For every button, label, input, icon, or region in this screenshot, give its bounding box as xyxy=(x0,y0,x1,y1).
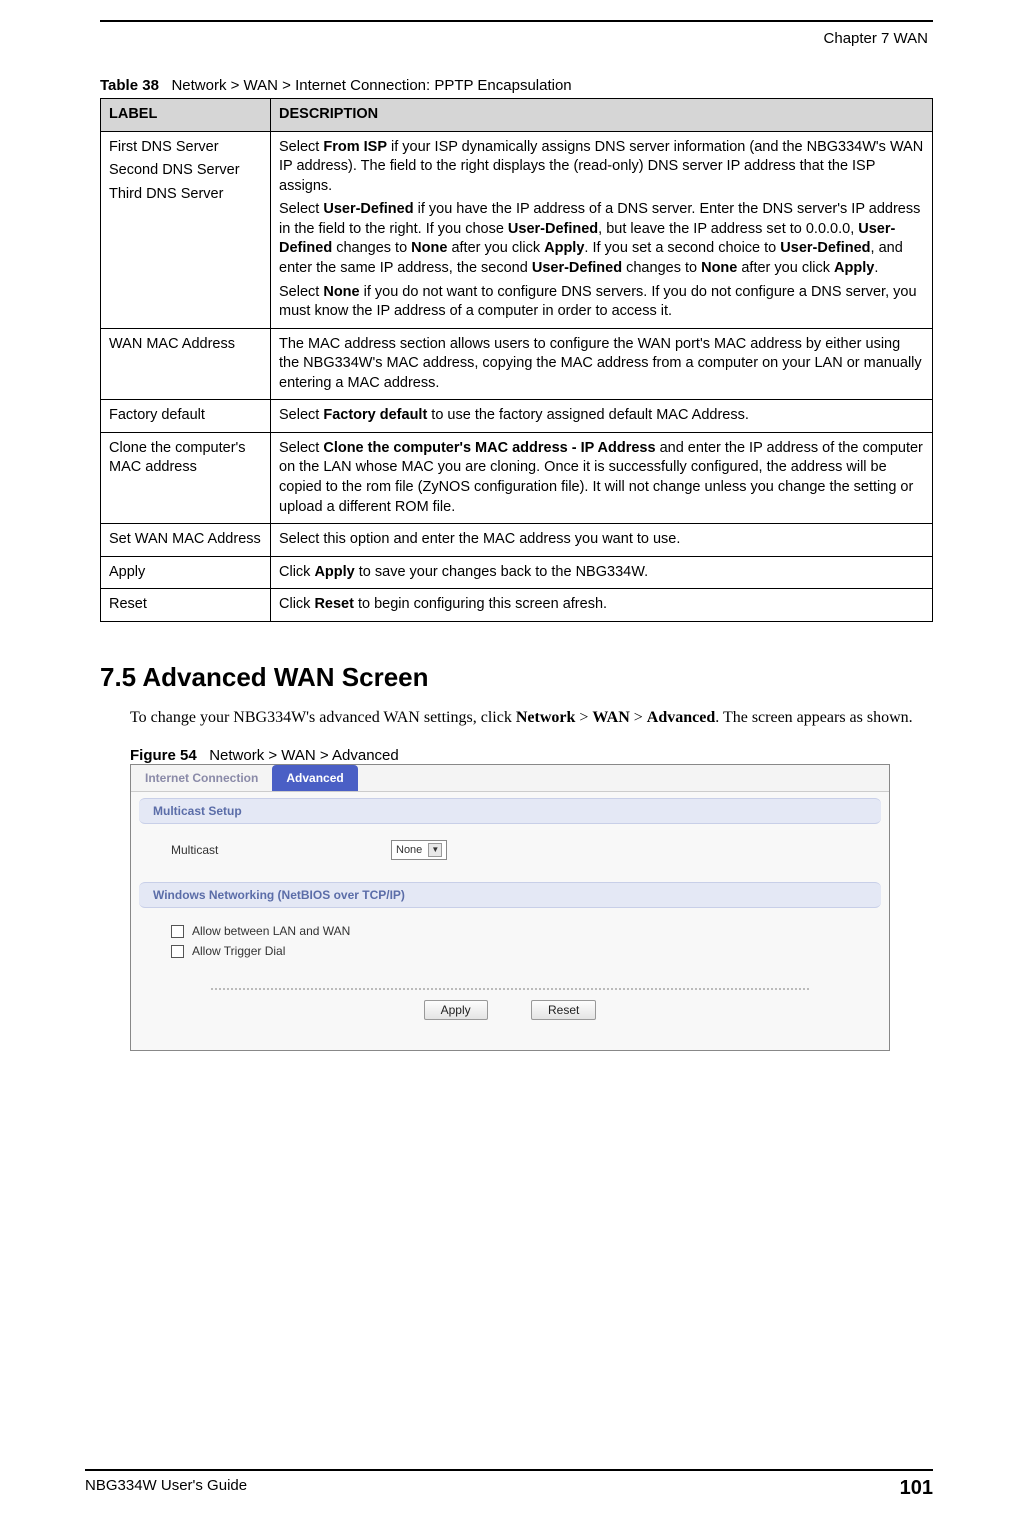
section-heading: 7.5 Advanced WAN Screen xyxy=(100,662,933,693)
checkbox-trigger-dial[interactable] xyxy=(171,945,184,958)
tab-advanced[interactable]: Advanced xyxy=(272,765,357,791)
screenshot-panel: Internet Connection Advanced Multicast S… xyxy=(130,764,890,1051)
table-row: Factory defaultSelect Factory default to… xyxy=(101,400,933,433)
cb-label-trigger-dial: Allow Trigger Dial xyxy=(192,944,285,958)
apply-button[interactable]: Apply xyxy=(424,1000,488,1020)
page-footer: NBG334W User's Guide 101 xyxy=(85,1469,933,1500)
multicast-select-value: None xyxy=(396,844,422,856)
multicast-label: Multicast xyxy=(171,843,391,857)
table-caption: Table 38 Network > WAN > Internet Connec… xyxy=(100,77,933,94)
table-row: ApplyClick Apply to save your changes ba… xyxy=(101,556,933,589)
table-row: First DNS ServerSecond DNS ServerThird D… xyxy=(101,131,933,328)
table-cell-label: First DNS ServerSecond DNS ServerThird D… xyxy=(101,131,271,328)
reset-button[interactable]: Reset xyxy=(531,1000,596,1020)
table-cell-label: Apply xyxy=(101,556,271,589)
table-row: WAN MAC AddressThe MAC address section a… xyxy=(101,328,933,400)
table-row: ResetClick Reset to begin configuring th… xyxy=(101,589,933,622)
footer-guide-name: NBG334W User's Guide xyxy=(85,1477,247,1500)
tab-bar: Internet Connection Advanced xyxy=(131,765,889,792)
table-cell-label: Clone the computer's MAC address xyxy=(101,432,271,523)
table-row: Set WAN MAC AddressSelect this option an… xyxy=(101,524,933,557)
multicast-row: Multicast None ▼ xyxy=(171,840,859,860)
figure-caption-text: Network > WAN > Advanced xyxy=(209,747,399,764)
body-text: To change your NBG334W's advanced WAN se… xyxy=(100,707,933,729)
page: Chapter 7 WAN Table 38 Network > WAN > I… xyxy=(0,0,1018,1524)
table-cell-desc: Select Clone the computer's MAC address … xyxy=(271,432,933,523)
table-caption-text: Network > WAN > Internet Connection: PPT… xyxy=(171,77,571,94)
cb-row-trigger-dial: Allow Trigger Dial xyxy=(171,944,859,958)
table-header-label: LABEL xyxy=(101,99,271,132)
figure-caption-prefix: Figure 54 xyxy=(130,747,197,764)
multicast-section-body: Multicast None ▼ xyxy=(131,824,889,876)
multicast-select[interactable]: None ▼ xyxy=(391,840,447,860)
table-caption-prefix: Table 38 xyxy=(100,77,159,94)
cb-row-lan-wan: Allow between LAN and WAN xyxy=(171,924,859,938)
multicast-section-bar: Multicast Setup xyxy=(139,798,881,824)
table-cell-label: Set WAN MAC Address xyxy=(101,524,271,557)
dotted-separator xyxy=(211,988,809,990)
checkbox-lan-wan[interactable] xyxy=(171,925,184,938)
table-header-desc: DESCRIPTION xyxy=(271,99,933,132)
table-cell-desc: Click Apply to save your changes back to… xyxy=(271,556,933,589)
tab-internet-connection[interactable]: Internet Connection xyxy=(131,765,272,791)
footer-page-number: 101 xyxy=(900,1477,933,1500)
table-cell-label: Factory default xyxy=(101,400,271,433)
cb-label-lan-wan: Allow between LAN and WAN xyxy=(192,924,350,938)
table-cell-desc: Select Factory default to use the factor… xyxy=(271,400,933,433)
button-row: Apply Reset xyxy=(131,1000,889,1020)
table-cell-label: WAN MAC Address xyxy=(101,328,271,400)
top-rule xyxy=(100,20,933,22)
table-row: Clone the computer's MAC addressSelect C… xyxy=(101,432,933,523)
table-cell-desc: Select From ISP if your ISP dynamically … xyxy=(271,131,933,328)
table-cell-desc: The MAC address section allows users to … xyxy=(271,328,933,400)
netbios-section-body: Allow between LAN and WAN Allow Trigger … xyxy=(131,908,889,974)
table-cell-desc: Click Reset to begin configuring this sc… xyxy=(271,589,933,622)
figure-caption: Figure 54 Network > WAN > Advanced xyxy=(100,747,933,764)
chapter-header: Chapter 7 WAN xyxy=(100,30,933,47)
netbios-section-bar: Windows Networking (NetBIOS over TCP/IP) xyxy=(139,882,881,908)
table-cell-desc: Select this option and enter the MAC add… xyxy=(271,524,933,557)
chevron-down-icon: ▼ xyxy=(428,843,442,857)
config-table: LABEL DESCRIPTION First DNS ServerSecond… xyxy=(100,98,933,622)
table-cell-label: Reset xyxy=(101,589,271,622)
